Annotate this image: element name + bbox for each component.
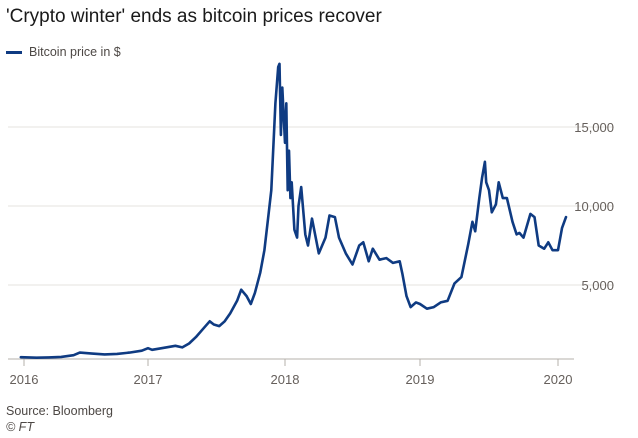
x-tick-label: 2019 [406, 372, 435, 387]
y-tick-label: 15,000 [574, 120, 614, 135]
x-tick-label: 2016 [10, 372, 39, 387]
series-line-bitcoin [19, 62, 568, 359]
x-tick-label: 2017 [134, 372, 163, 387]
grid-lines [8, 126, 614, 360]
chart-title: 'Crypto winter' ends as bitcoin prices r… [6, 6, 382, 27]
source-note: Source: Bloomberg [6, 404, 114, 418]
legend-swatch [6, 50, 22, 54]
y-tick-label: 10,000 [574, 199, 614, 214]
y-tick-label: 5,000 [581, 278, 614, 293]
x-tick-labels: 2016 2017 2018 2019 2020 [10, 359, 573, 387]
legend-label: Bitcoin price in $ [29, 45, 121, 59]
credit-note: © FT [6, 420, 34, 434]
legend: Bitcoin price in $ [6, 45, 121, 59]
x-tick-label: 2018 [271, 372, 300, 387]
x-tick-label: 2020 [544, 372, 573, 387]
y-tick-labels: 5,000 10,000 15,000 [574, 120, 614, 293]
